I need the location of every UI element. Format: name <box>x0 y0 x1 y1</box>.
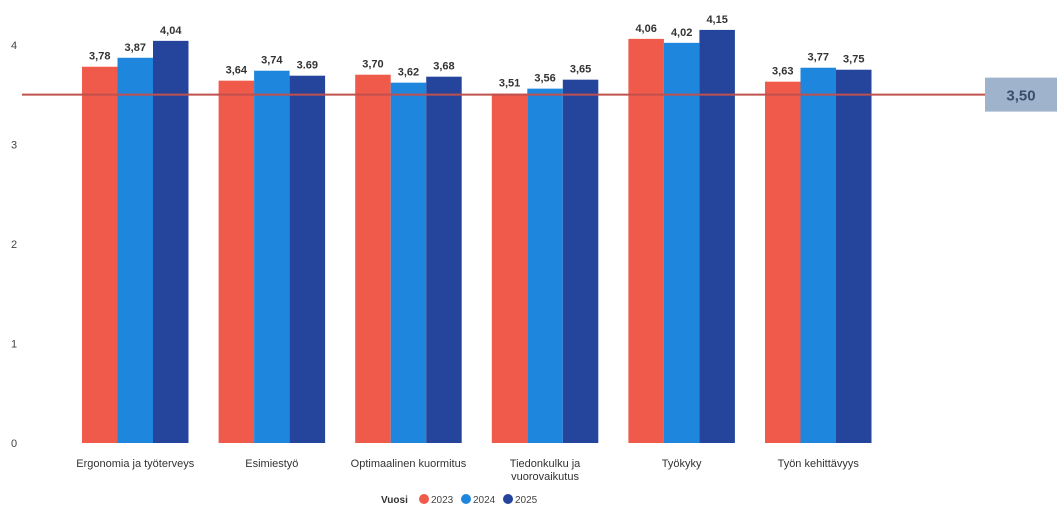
data-label: 3,65 <box>570 64 591 76</box>
data-label: 3,74 <box>261 55 283 67</box>
data-label: 3,56 <box>534 73 555 85</box>
y-tick-label: 2 <box>11 239 17 251</box>
category-label: Tiedonkulku ja <box>510 458 581 470</box>
data-label: 4,06 <box>635 23 656 35</box>
bar-2023 <box>765 81 801 443</box>
data-label: 4,02 <box>671 27 692 39</box>
bar-2023 <box>82 66 118 444</box>
legend-swatch-2025 <box>503 494 513 504</box>
bar-2025 <box>699 29 735 443</box>
bar-2023 <box>218 80 255 444</box>
bar-2024 <box>390 82 427 443</box>
category-label: Optimaalinen kuormitus <box>351 458 467 470</box>
data-label: 3,78 <box>89 51 110 63</box>
y-tick-label: 0 <box>11 438 17 450</box>
data-label: 3,51 <box>499 78 520 90</box>
data-label: 3.69 <box>297 60 318 72</box>
bar-2024 <box>117 57 153 444</box>
legend-title: Vuosi <box>381 495 408 506</box>
category-label: Työn kehittävyys <box>778 458 860 470</box>
bar-2025 <box>836 69 872 444</box>
category-label: Ergonomia ja työterveys <box>76 458 194 470</box>
bar-2024 <box>254 70 290 443</box>
legend-item-2024: 2024 <box>473 495 496 506</box>
y-tick-label: 4 <box>11 40 17 52</box>
bar-2025 <box>562 79 599 443</box>
bar-2024 <box>663 42 700 444</box>
data-label: 3,64 <box>226 65 248 77</box>
data-label: 3,75 <box>843 54 864 66</box>
category-label: Työkyky <box>662 458 702 470</box>
data-label: 3,68 <box>433 61 454 73</box>
data-label: 3,77 <box>808 52 829 64</box>
bar-2025 <box>289 75 326 444</box>
bar-2024 <box>800 67 836 443</box>
data-label: 4,04 <box>160 25 182 37</box>
bar-2023 <box>628 38 664 443</box>
y-tick-label: 3 <box>11 139 17 151</box>
legend-item-2023: 2023 <box>431 495 454 506</box>
data-label: 3,87 <box>125 42 146 54</box>
data-label: 4,15 <box>706 14 727 26</box>
legend-item-2025: 2025 <box>515 495 538 506</box>
category-label: vuorovaikutus <box>511 471 579 483</box>
reference-badge <box>985 77 1057 112</box>
data-label: 3,70 <box>362 59 383 71</box>
bar-2025 <box>426 76 462 443</box>
y-tick-label: 1 <box>11 338 17 350</box>
category-label: Esimiestyö <box>245 458 298 470</box>
reference-label: 3,50 <box>1006 88 1035 105</box>
bar-2023 <box>355 74 391 444</box>
bar-2025 <box>153 40 189 443</box>
bar-2024 <box>527 88 563 443</box>
legend-swatch-2023 <box>419 494 429 504</box>
bar-2023 <box>491 93 528 443</box>
legend-swatch-2024 <box>461 494 471 504</box>
data-label: 3,63 <box>772 66 793 78</box>
data-label: 3,62 <box>398 67 419 79</box>
